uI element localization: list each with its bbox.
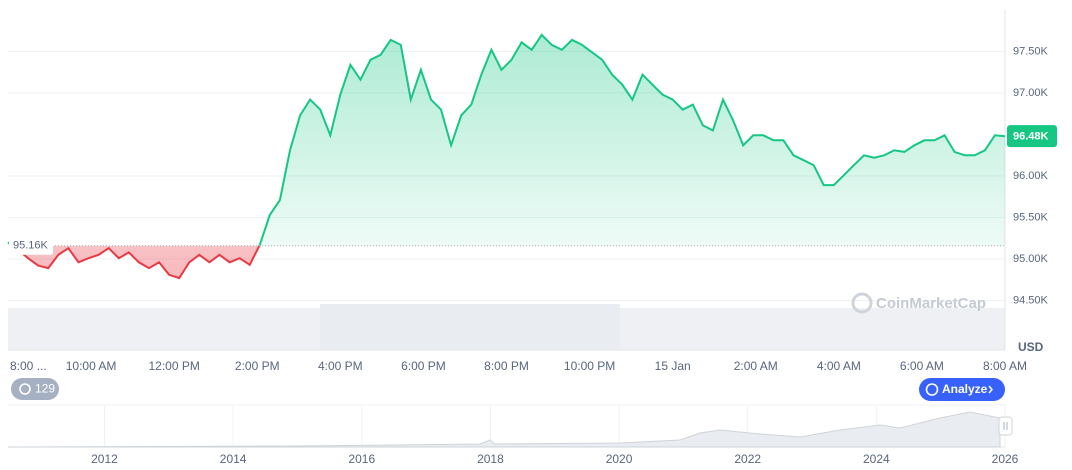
x-tick-label: 6:00 PM <box>401 359 446 373</box>
navigator-year: 2014 <box>220 452 247 466</box>
price-line <box>7 33 1006 246</box>
watermark-text: CoinMarketCap <box>876 295 986 312</box>
x-tick-label: 2:00 PM <box>235 359 280 373</box>
analyze-label[interactable]: Analyze <box>942 382 988 396</box>
area-below <box>12 245 260 279</box>
x-tick-label: 12:00 PM <box>148 359 199 373</box>
x-tick-label: 8:00 ... <box>10 359 47 373</box>
x-tick-label: 8:00 PM <box>484 359 529 373</box>
navigator-year: 2016 <box>348 452 375 466</box>
current-price-badge <box>1007 125 1057 148</box>
watermark-logo <box>851 292 873 314</box>
analyze-icon <box>925 383 939 396</box>
history-count: 129 <box>35 382 55 396</box>
baseline-badge <box>9 236 53 255</box>
price-line-below <box>10 245 261 280</box>
analyze-button[interactable] <box>919 378 1005 401</box>
analyze-chevron <box>988 385 993 394</box>
navigator-year: 2012 <box>91 452 118 466</box>
watermark: CoinMarketCap <box>851 292 986 314</box>
x-tick-label: 15 Jan <box>655 359 691 373</box>
x-tick-label: 4:00 PM <box>318 359 363 373</box>
navigator-overview <box>7 411 1001 448</box>
navigator-year: 2022 <box>734 452 761 466</box>
history-badge[interactable] <box>11 378 59 400</box>
navigator-year: 2020 <box>606 452 633 466</box>
navigator-handle[interactable] <box>998 416 1013 436</box>
history-icon <box>19 383 31 395</box>
y-tick-label: 95.50K <box>1013 211 1049 223</box>
volume-strip <box>320 304 620 350</box>
y-tick-label: 95.00K <box>1013 253 1049 265</box>
x-tick-label: 4:00 AM <box>817 359 861 373</box>
currency-label: USD <box>1018 340 1044 354</box>
navigator-year: 2024 <box>863 452 890 466</box>
y-tick-label: 97.00K <box>1013 87 1049 99</box>
navigator-year: 2026 <box>992 452 1019 466</box>
current-price-label: 96.48K <box>1013 131 1049 143</box>
x-tick-label: 2:00 AM <box>734 359 778 373</box>
y-tick-label: 96.00K <box>1013 170 1049 182</box>
x-tick-label: 10:00 PM <box>564 359 615 373</box>
navigator-year: 2018 <box>477 452 504 466</box>
baseline-label: 95.16K <box>13 240 49 252</box>
x-tick-label: 6:00 AM <box>900 359 944 373</box>
y-tick-label: 97.50K <box>1013 45 1049 57</box>
area-above <box>8 34 1005 246</box>
y-tick-label: 94.50K <box>1013 294 1049 306</box>
x-tick-label: 8:00 AM <box>983 359 1027 373</box>
x-tick-label: 10:00 AM <box>66 359 117 373</box>
